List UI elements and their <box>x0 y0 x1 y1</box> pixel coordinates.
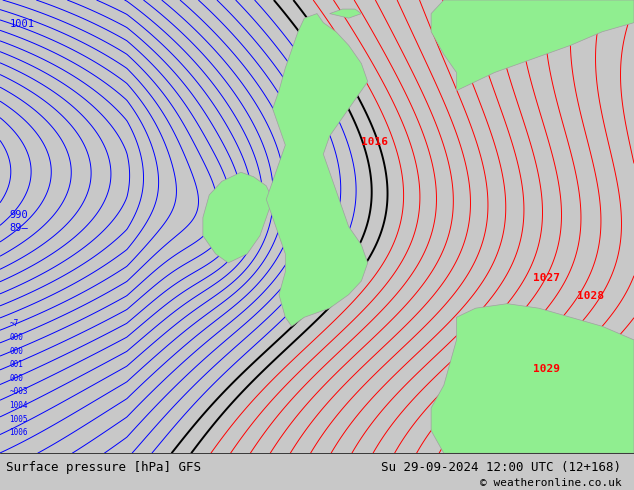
Text: Su 29-09-2024 12:00 UTC (12+168): Su 29-09-2024 12:00 UTC (12+168) <box>381 461 621 474</box>
Text: 1029: 1029 <box>533 364 560 374</box>
Text: 1005: 1005 <box>10 415 28 423</box>
Polygon shape <box>330 9 361 18</box>
Polygon shape <box>431 304 634 453</box>
Text: 000: 000 <box>10 346 23 356</box>
Text: ~003: ~003 <box>10 387 28 396</box>
Text: 1027: 1027 <box>533 273 560 283</box>
Text: 1001: 1001 <box>10 19 34 29</box>
Text: 1004: 1004 <box>10 401 28 410</box>
Text: 1016: 1016 <box>361 137 389 147</box>
Text: Surface pressure [hPa] GFS: Surface pressure [hPa] GFS <box>6 461 202 474</box>
Text: 1028: 1028 <box>577 291 604 301</box>
Text: ~7: ~7 <box>10 319 19 328</box>
Text: 001: 001 <box>10 360 23 369</box>
Text: 000: 000 <box>10 333 23 342</box>
Polygon shape <box>266 14 368 326</box>
Text: 1006: 1006 <box>10 428 28 437</box>
Text: 000: 000 <box>10 374 23 383</box>
Polygon shape <box>203 172 273 263</box>
Text: 990: 990 <box>10 210 29 220</box>
Text: © weatheronline.co.uk: © weatheronline.co.uk <box>479 478 621 489</box>
Text: 89–: 89– <box>10 223 29 233</box>
Polygon shape <box>431 0 634 91</box>
